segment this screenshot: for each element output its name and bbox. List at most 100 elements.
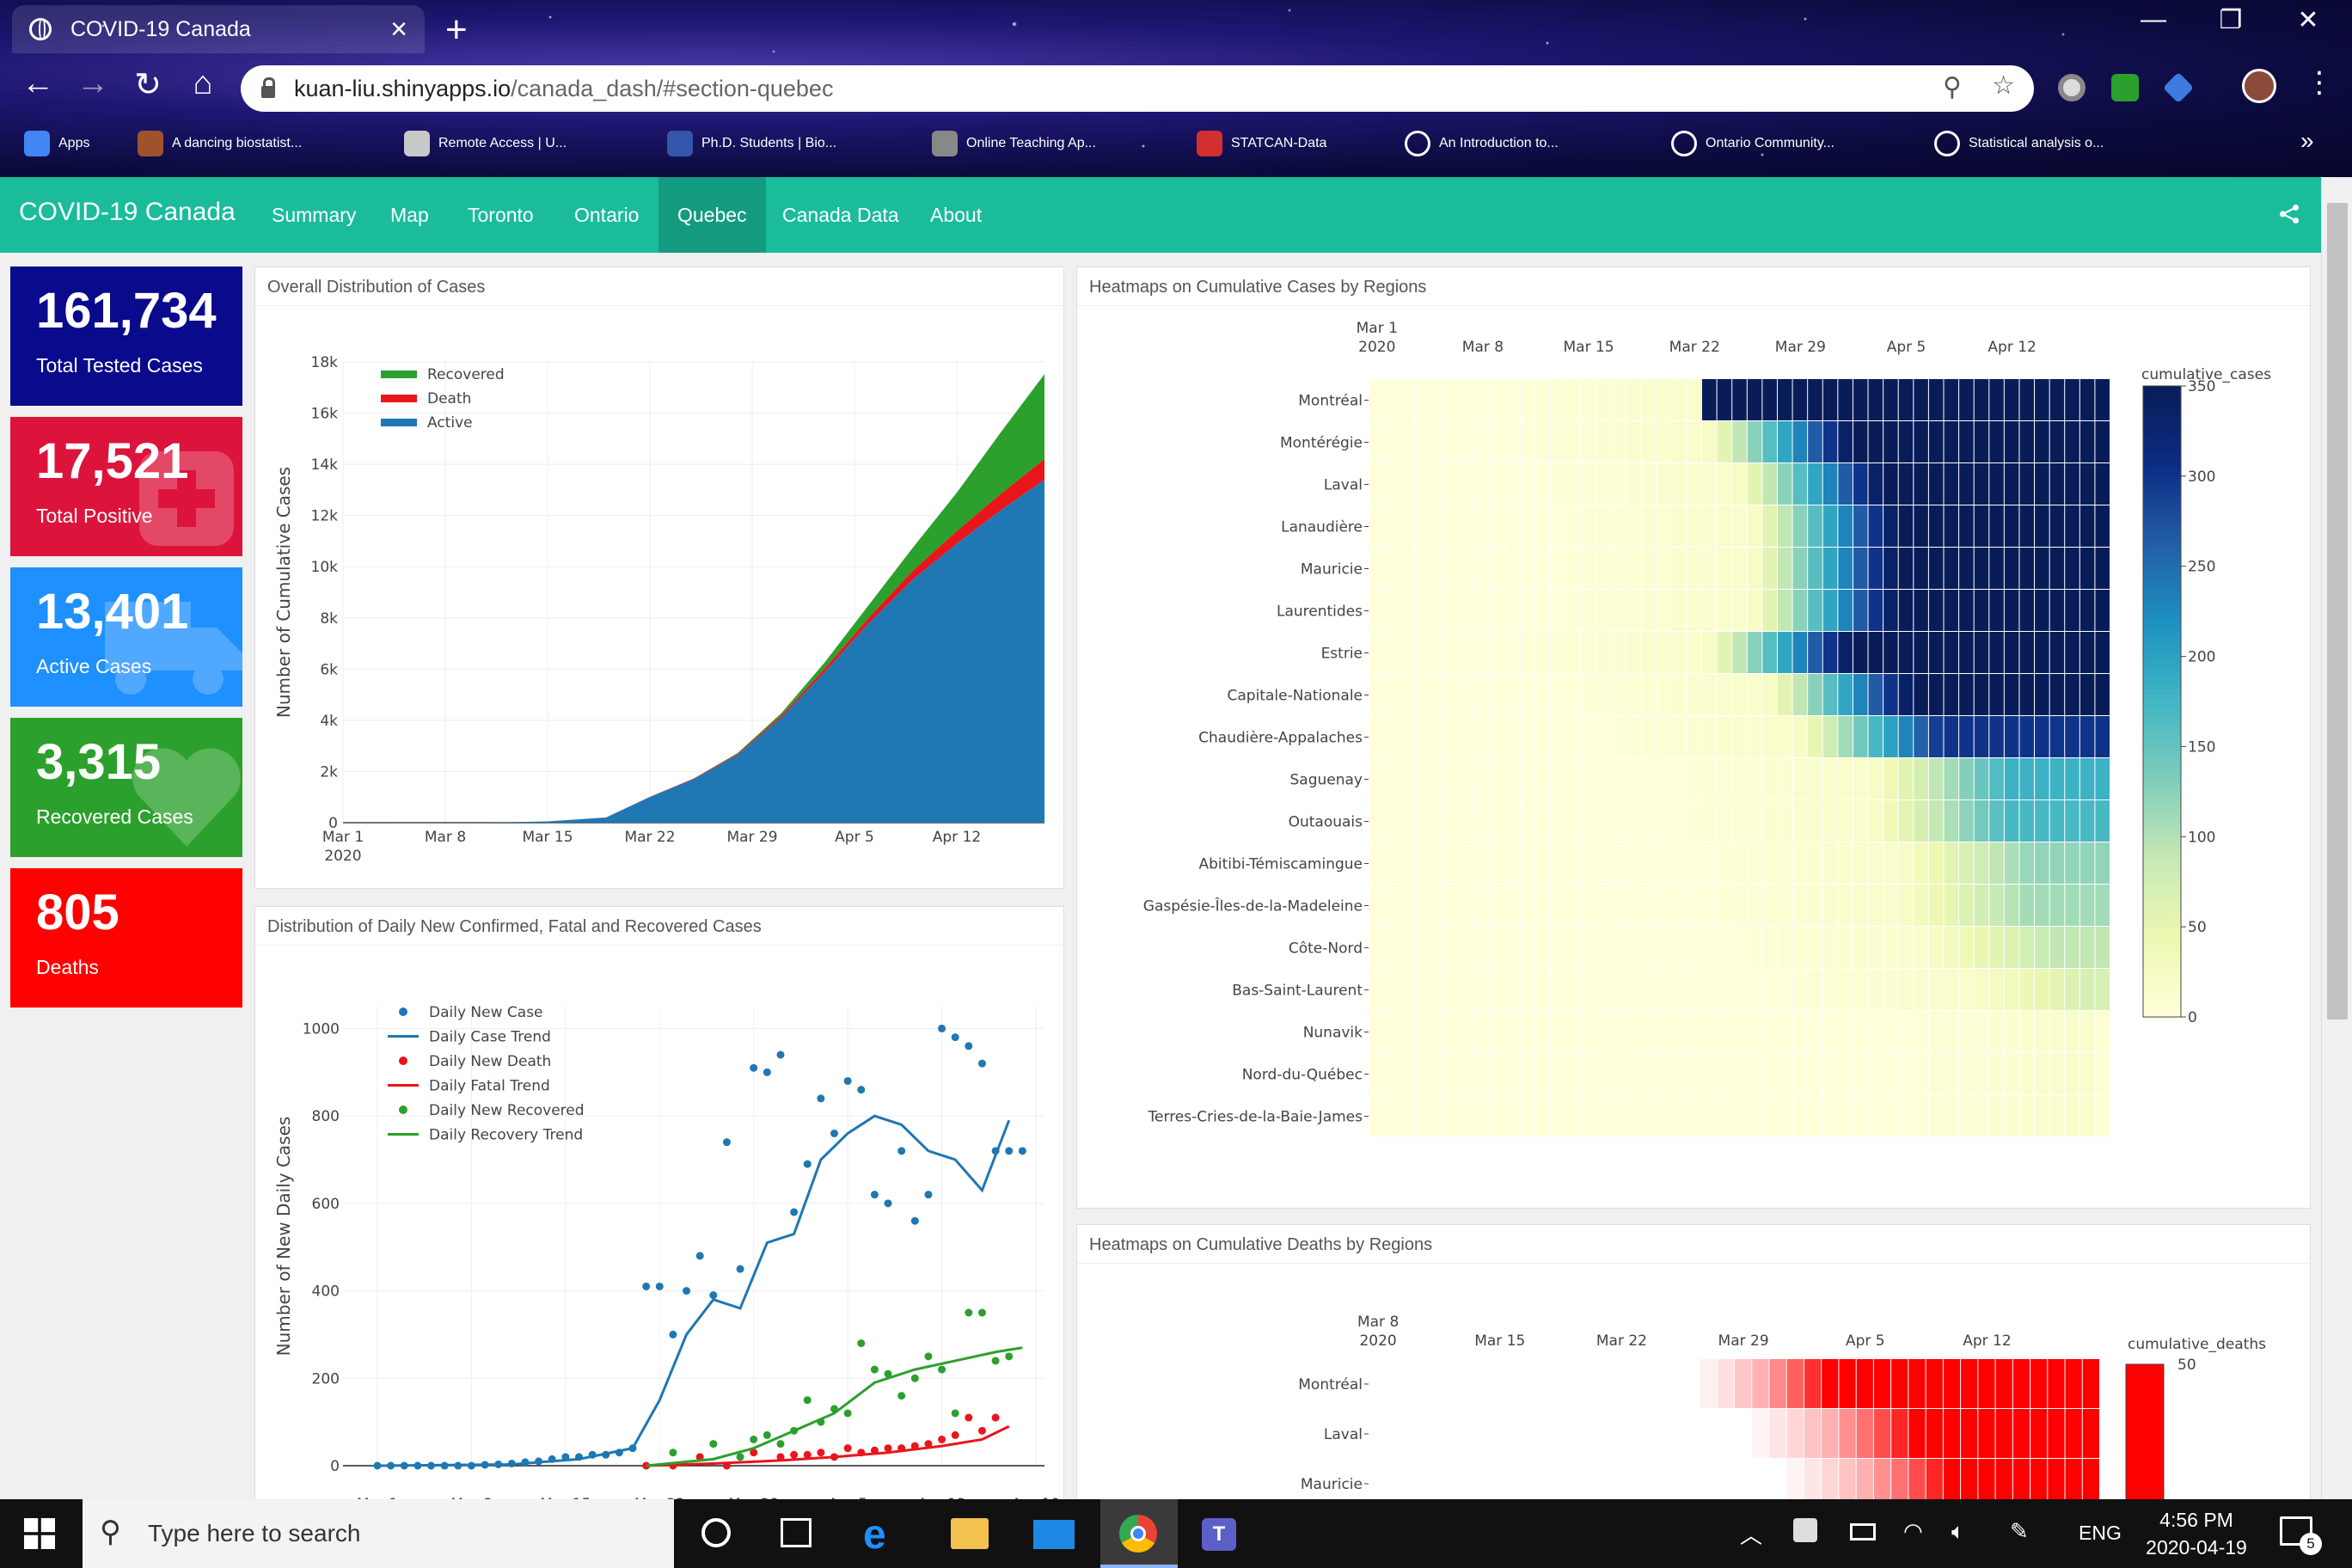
heat-cell[interactable] — [1581, 632, 1596, 673]
system-clock[interactable]: 4:56 PM 2020-04-19 — [2132, 1506, 2261, 1561]
heat-cell[interactable] — [1626, 463, 1641, 505]
heat-cell[interactable] — [1687, 716, 1702, 757]
heat-cell[interactable] — [1808, 758, 1822, 799]
heat-cell[interactable] — [1883, 885, 1898, 926]
heat-cell[interactable] — [1596, 800, 1611, 842]
heat-cell[interactable] — [1883, 505, 1898, 547]
heat-cell[interactable] — [1944, 716, 1959, 757]
heat-cell[interactable] — [1430, 758, 1444, 799]
heat-cell[interactable] — [1853, 1053, 1868, 1094]
heat-cell[interactable] — [1505, 1095, 1520, 1136]
heat-cell[interactable] — [1792, 927, 1808, 968]
heat-cell[interactable] — [1414, 969, 1430, 1010]
heat-cell[interactable] — [1613, 1359, 1630, 1408]
heat-cell[interactable] — [1520, 463, 1535, 505]
heat-cell[interactable] — [1914, 842, 1928, 884]
heat-cell[interactable] — [1762, 548, 1777, 589]
point-daily-new-death[interactable] — [884, 1444, 892, 1453]
point-daily-new-case[interactable] — [722, 1138, 731, 1147]
heat-cell[interactable] — [1883, 758, 1898, 799]
heat-cell[interactable] — [1838, 927, 1853, 968]
heat-cell[interactable] — [2079, 674, 2095, 715]
heat-cell[interactable] — [1928, 674, 1944, 715]
heat-cell[interactable] — [1551, 969, 1565, 1010]
heat-cell[interactable] — [2065, 674, 2079, 715]
heat-cell[interactable] — [1565, 1095, 1581, 1136]
heat-cell[interactable] — [1926, 1359, 1943, 1408]
heat-cell[interactable] — [1630, 1459, 1647, 1505]
heat-cell[interactable] — [2019, 842, 2035, 884]
heat-cell[interactable] — [1868, 463, 1883, 505]
heat-cell[interactable] — [1808, 505, 1822, 547]
heat-cell[interactable] — [1665, 1459, 1682, 1505]
heat-cell[interactable] — [1535, 758, 1551, 799]
heat-cell[interactable] — [1914, 590, 1928, 631]
heat-cell[interactable] — [1702, 632, 1717, 673]
point-daily-new-death[interactable] — [695, 1453, 704, 1461]
heat-cell[interactable] — [2019, 674, 2035, 715]
heat-cell[interactable] — [2004, 716, 2019, 757]
heat-cell[interactable] — [1868, 548, 1883, 589]
heat-cell[interactable] — [1944, 800, 1959, 842]
heat-cell[interactable] — [1551, 842, 1565, 884]
heat-cell[interactable] — [1928, 421, 1944, 462]
heat-cell[interactable] — [1747, 674, 1762, 715]
heat-cell[interactable] — [1928, 590, 1944, 631]
heat-cell[interactable] — [1961, 1409, 1978, 1458]
heat-cell[interactable] — [1490, 421, 1505, 462]
heat-cell[interactable] — [1959, 800, 1974, 842]
heat-cell[interactable] — [1596, 1095, 1611, 1136]
heat-cell[interactable] — [1914, 463, 1928, 505]
heat-cell[interactable] — [1808, 927, 1822, 968]
heat-cell[interactable] — [1717, 421, 1732, 462]
heat-cell[interactable] — [1769, 1459, 1786, 1505]
heat-cell[interactable] — [2035, 758, 2049, 799]
heat-cell[interactable] — [1414, 590, 1430, 631]
point-daily-new-case[interactable] — [924, 1191, 933, 1199]
heat-cell[interactable] — [1687, 505, 1702, 547]
heat-cell[interactable] — [1641, 716, 1657, 757]
heat-cell[interactable] — [1475, 758, 1490, 799]
heat-cell[interactable] — [1808, 716, 1822, 757]
heat-cell[interactable] — [1596, 548, 1611, 589]
heat-cell[interactable] — [1641, 842, 1657, 884]
heat-cell[interactable] — [1430, 927, 1444, 968]
point-daily-new-death[interactable] — [776, 1453, 785, 1461]
legend-label-daily-new-death[interactable]: Daily New Death — [429, 1053, 551, 1070]
heat-cell[interactable] — [1883, 463, 1898, 505]
trend-line-daily-case-trend[interactable] — [377, 1114, 1011, 1467]
heat-cell[interactable] — [1611, 463, 1626, 505]
point-daily-new-death[interactable] — [843, 1444, 852, 1453]
heat-cell[interactable] — [1943, 1409, 1961, 1458]
heat-cell[interactable] — [1808, 463, 1822, 505]
heat-cell[interactable] — [1959, 758, 1974, 799]
task-view-icon[interactable] — [781, 1518, 812, 1547]
heat-cell[interactable] — [1369, 632, 1384, 673]
heat-cell[interactable] — [1490, 1095, 1505, 1136]
heat-cell[interactable] — [1369, 1053, 1384, 1094]
heat-cell[interactable] — [1717, 505, 1732, 547]
heat-cell[interactable] — [1974, 632, 1989, 673]
heat-cell[interactable] — [1928, 800, 1944, 842]
legend-swatch-daily-new-case[interactable] — [399, 1008, 407, 1016]
heat-cell[interactable] — [1687, 548, 1702, 589]
nav-tab-canada-data[interactable]: Canada Data — [782, 204, 899, 226]
heat-cell[interactable] — [1687, 632, 1702, 673]
heat-cell[interactable] — [1671, 842, 1687, 884]
heat-cell[interactable] — [1657, 1011, 1671, 1052]
heat-cell[interactable] — [1520, 590, 1535, 631]
point-daily-new-recovered[interactable] — [991, 1357, 1000, 1365]
heat-cell[interactable] — [1898, 800, 1914, 842]
point-daily-new-death[interactable] — [951, 1430, 959, 1439]
point-daily-new-recovered[interactable] — [803, 1396, 812, 1405]
legend-label-active[interactable]: Active — [427, 414, 473, 432]
heat-cell[interactable] — [1944, 379, 1959, 420]
heat-cell[interactable] — [1732, 758, 1747, 799]
heat-cell[interactable] — [1762, 969, 1777, 1010]
heat-cell[interactable] — [1641, 1095, 1657, 1136]
heat-cell[interactable] — [1626, 927, 1641, 968]
heat-cell[interactable] — [1777, 758, 1792, 799]
heat-cell[interactable] — [1626, 505, 1641, 547]
heat-cell[interactable] — [1596, 1053, 1611, 1094]
legend-swatch-death[interactable] — [381, 395, 417, 402]
